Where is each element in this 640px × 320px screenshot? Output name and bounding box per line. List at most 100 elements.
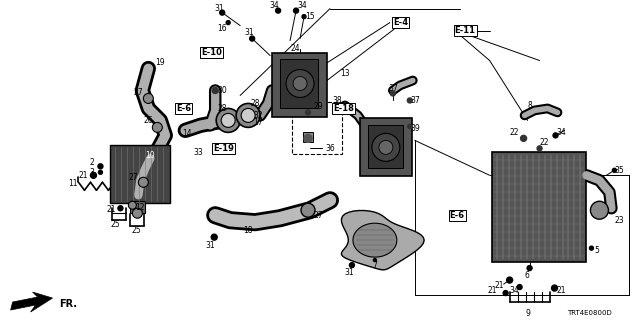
Circle shape: [349, 263, 355, 268]
Circle shape: [379, 140, 393, 154]
Circle shape: [407, 98, 412, 103]
Circle shape: [129, 201, 136, 209]
Circle shape: [236, 103, 260, 127]
Circle shape: [591, 201, 609, 219]
Text: TRT4E0800D: TRT4E0800D: [567, 310, 612, 316]
Circle shape: [221, 113, 235, 127]
Text: 34: 34: [557, 128, 566, 137]
Circle shape: [216, 108, 240, 132]
Text: 22: 22: [510, 128, 519, 137]
Text: 33: 33: [193, 148, 203, 157]
Circle shape: [301, 203, 315, 217]
Text: 13: 13: [340, 69, 350, 78]
Text: E-19: E-19: [213, 144, 234, 153]
Text: 19: 19: [156, 58, 165, 67]
Polygon shape: [11, 292, 52, 312]
Bar: [292, 102, 342, 154]
Text: 18: 18: [243, 226, 253, 235]
Text: FR.: FR.: [60, 299, 77, 309]
Text: 6: 6: [524, 271, 529, 280]
Circle shape: [212, 88, 218, 93]
Circle shape: [241, 108, 255, 123]
Text: 22: 22: [540, 138, 549, 147]
Bar: [280, 59, 318, 108]
Text: 39: 39: [410, 124, 420, 133]
Circle shape: [520, 135, 527, 141]
Text: 27: 27: [134, 88, 143, 97]
Circle shape: [589, 246, 593, 250]
Text: 28: 28: [250, 99, 260, 108]
Polygon shape: [353, 223, 397, 257]
Text: 21: 21: [495, 281, 504, 290]
Text: 10: 10: [145, 151, 155, 160]
Circle shape: [138, 177, 148, 187]
Polygon shape: [342, 211, 424, 270]
Bar: [272, 52, 327, 117]
Text: 8: 8: [527, 101, 532, 110]
Circle shape: [293, 76, 307, 91]
Text: 23: 23: [614, 216, 624, 225]
Text: 24: 24: [290, 44, 300, 53]
Circle shape: [143, 93, 154, 103]
Text: 12: 12: [136, 203, 145, 212]
Text: 17: 17: [253, 118, 263, 127]
Circle shape: [226, 20, 230, 25]
Text: 36: 36: [325, 144, 335, 153]
Text: 25: 25: [132, 226, 141, 235]
Circle shape: [408, 124, 412, 128]
Circle shape: [305, 110, 310, 115]
Circle shape: [553, 133, 558, 138]
Circle shape: [503, 291, 508, 296]
Circle shape: [612, 168, 616, 172]
Circle shape: [552, 285, 557, 291]
Circle shape: [152, 123, 163, 132]
Text: 38: 38: [332, 96, 342, 105]
Bar: [360, 118, 412, 176]
Text: E-4: E-4: [393, 18, 408, 27]
Circle shape: [304, 134, 312, 142]
Text: 3: 3: [89, 168, 94, 177]
Text: 25: 25: [111, 220, 120, 229]
Text: 11: 11: [68, 179, 77, 188]
Circle shape: [99, 170, 102, 174]
Text: 34: 34: [269, 1, 279, 10]
Circle shape: [250, 36, 255, 41]
Text: 21: 21: [79, 171, 88, 180]
Circle shape: [537, 146, 542, 151]
Circle shape: [390, 91, 396, 96]
Text: 21: 21: [107, 205, 116, 214]
Text: 26: 26: [143, 116, 153, 125]
Text: 31: 31: [344, 268, 354, 276]
Bar: [303, 132, 313, 142]
Text: 15: 15: [305, 12, 315, 21]
Circle shape: [286, 69, 314, 98]
Circle shape: [302, 15, 306, 19]
Text: 37: 37: [388, 84, 397, 93]
Text: 34: 34: [509, 285, 520, 295]
Text: 28: 28: [218, 104, 227, 113]
Circle shape: [276, 8, 280, 13]
Circle shape: [294, 8, 298, 13]
Text: E-6: E-6: [176, 104, 191, 113]
Bar: [131, 201, 145, 213]
Circle shape: [132, 208, 142, 218]
Text: 16: 16: [218, 24, 227, 33]
Circle shape: [372, 133, 400, 161]
Circle shape: [98, 164, 103, 169]
Circle shape: [507, 277, 513, 283]
Text: 2: 2: [89, 158, 94, 167]
Text: 35: 35: [614, 166, 624, 175]
Text: E-6: E-6: [450, 211, 465, 220]
Text: 30: 30: [218, 86, 227, 95]
Text: 37: 37: [410, 96, 420, 105]
Text: 32: 32: [253, 111, 263, 120]
Bar: [368, 125, 403, 168]
Text: 31: 31: [214, 4, 224, 13]
Text: 14: 14: [182, 129, 192, 138]
Circle shape: [220, 10, 225, 15]
Text: E-11: E-11: [455, 26, 476, 35]
Circle shape: [517, 284, 522, 290]
Text: 9: 9: [525, 308, 530, 317]
Text: 29: 29: [313, 102, 323, 111]
Text: 21: 21: [557, 285, 566, 295]
